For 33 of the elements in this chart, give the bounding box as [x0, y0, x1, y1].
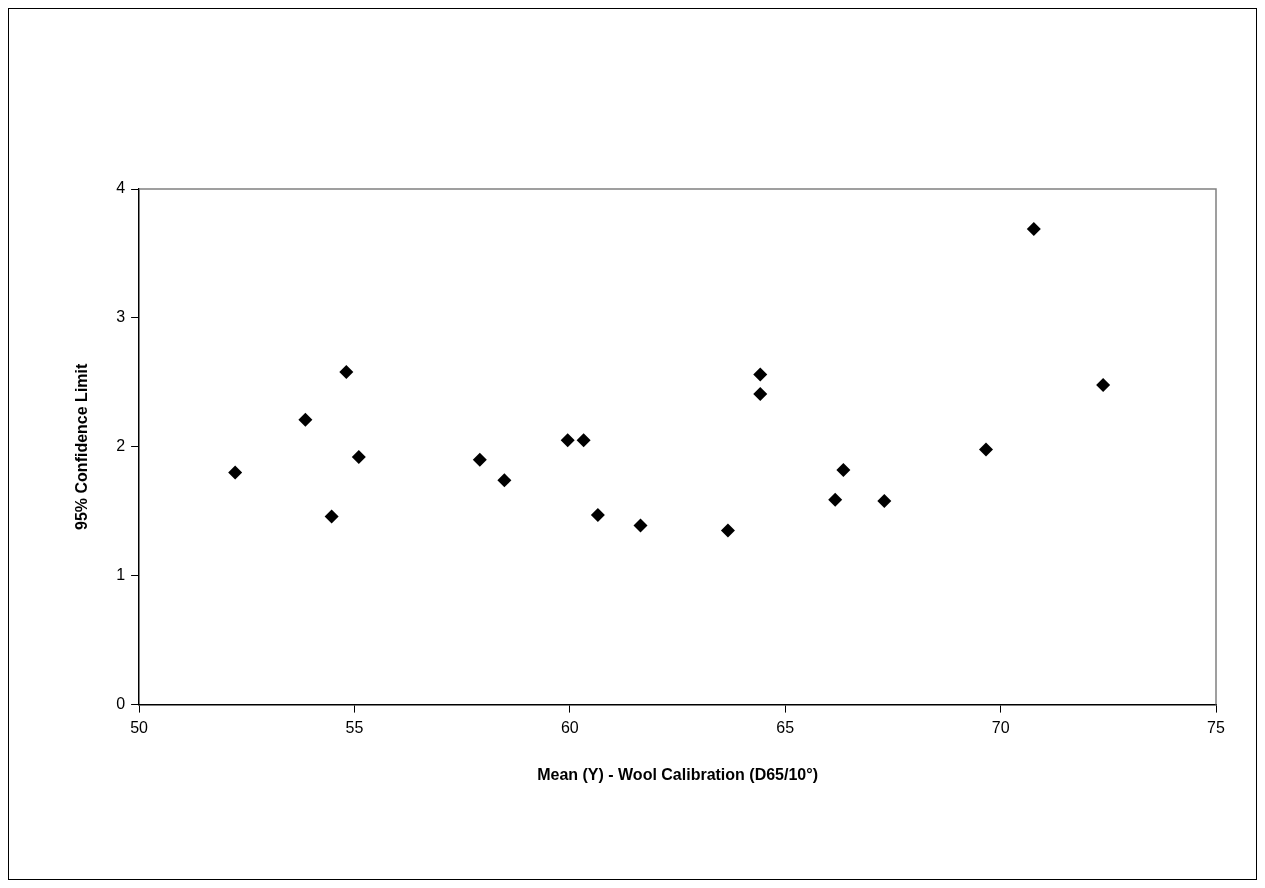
point	[828, 492, 843, 507]
point	[351, 450, 366, 465]
point	[633, 518, 648, 533]
y-tick-label: 3	[116, 308, 126, 326]
y-tick-label: 1	[116, 566, 126, 584]
y-axis-title: 95% Confidence Limit	[73, 363, 91, 530]
point	[324, 509, 339, 524]
y-tick-label: 2	[116, 437, 126, 455]
point	[228, 465, 243, 480]
point	[978, 442, 993, 457]
point	[877, 493, 892, 508]
point	[576, 433, 591, 448]
point	[560, 433, 575, 448]
point	[753, 367, 768, 382]
x-tick-label: 50	[130, 718, 149, 736]
point	[1096, 377, 1111, 392]
point	[1026, 221, 1041, 236]
point	[497, 473, 512, 488]
point	[472, 452, 487, 467]
y-tick-label: 0	[116, 695, 126, 713]
point	[836, 463, 851, 477]
point	[753, 386, 768, 401]
point	[590, 508, 605, 523]
x-tick-label: 65	[776, 718, 795, 736]
point	[720, 523, 735, 538]
x-axis-title: Mean (Y) - Wool Calibration (D65/10°)	[537, 765, 818, 783]
point	[339, 365, 354, 380]
x-tick-label: 55	[345, 718, 364, 736]
x-tick-label: 70	[991, 718, 1010, 736]
x-tick-label: 75	[1207, 718, 1225, 736]
point	[298, 412, 313, 427]
x-tick-label: 60	[560, 718, 579, 736]
y-tick-label: 4	[116, 179, 126, 197]
